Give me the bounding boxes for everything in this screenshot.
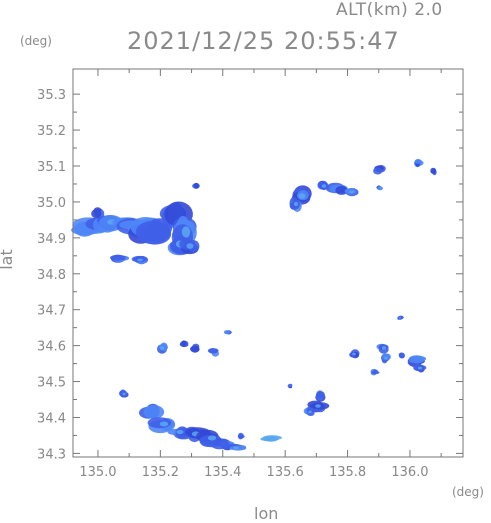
- radar-echo-core: [349, 190, 355, 194]
- x-tick-label: 135.2: [142, 465, 179, 480]
- plot-frame: [72, 68, 464, 458]
- radar-echo-blob: [210, 439, 230, 450]
- y-tick-label: 35.0: [37, 196, 66, 211]
- radar-echo-core: [159, 346, 165, 350]
- radar-echo-core: [308, 410, 312, 414]
- radar-echo-core: [417, 366, 423, 370]
- radar-echo-blob: [335, 185, 348, 195]
- radar-echo-blob: [312, 402, 330, 410]
- x-tick-label: 135.4: [204, 465, 241, 480]
- axis-ticks: 34.3 34.4 34.5 34.6 34.7 34.8 34.9 35.0 35.1 35.2…: [37, 69, 463, 480]
- y-tick-label: 35.1: [37, 160, 66, 175]
- radar-echo-layer: [71, 159, 437, 451]
- radar-echo-blob: [188, 240, 200, 253]
- radar-echo-blob: [193, 183, 199, 189]
- radar-echo-core: [137, 258, 143, 262]
- y-tick-label: 34.4: [37, 411, 66, 426]
- x-tick-label: 136.0: [391, 465, 428, 480]
- radar-echo-core: [159, 421, 169, 427]
- radar-echo-blob: [373, 369, 378, 373]
- x-tick-label: 135.8: [329, 465, 366, 480]
- y-tick-label: 34.9: [37, 232, 66, 247]
- radar-echo-blob: [91, 209, 102, 219]
- radar-echo-core: [378, 187, 382, 189]
- radar-echo-blob: [398, 315, 404, 320]
- radar-echo-blob: [408, 355, 425, 364]
- y-tick-label: 34.3: [37, 447, 66, 462]
- radar-echo-core: [384, 356, 388, 360]
- radar-echo-core: [315, 404, 321, 408]
- radar-echo-core: [289, 385, 291, 387]
- timestamp-title: 2021/12/25 20:55:47: [127, 27, 400, 55]
- altitude-label: ALT(km) 2.0: [336, 0, 443, 20]
- radar-echo-blob: [147, 417, 172, 429]
- radar-echo-blob: [181, 340, 187, 346]
- radar-echo-blob: [414, 159, 422, 164]
- radar-echo-core: [381, 346, 387, 350]
- radar-echo-core: [207, 435, 217, 441]
- radar-echo-core: [176, 429, 184, 435]
- radar-echo-blob: [110, 254, 126, 261]
- x-axis-label: lon: [254, 504, 279, 523]
- y-tick-label: 34.8: [37, 268, 66, 283]
- radar-echo-core: [398, 317, 402, 319]
- radar-echo-blob: [399, 354, 405, 359]
- radar-echo-core: [186, 243, 194, 249]
- radar-echo-core: [298, 193, 306, 199]
- radar-echo-blob: [262, 436, 276, 442]
- radar-echo-blob: [207, 348, 219, 354]
- y-axis-unit: (deg): [20, 34, 52, 48]
- radar-echo-core: [352, 352, 356, 356]
- y-tick-label: 34.7: [37, 304, 66, 319]
- x-tick-label: 135.0: [79, 465, 116, 480]
- radar-echo-core: [181, 226, 191, 238]
- y-tick-label: 34.6: [37, 340, 66, 355]
- radar-echo-blob: [238, 433, 243, 440]
- y-tick-label: 35.3: [37, 88, 66, 103]
- x-tick-label: 135.6: [267, 465, 304, 480]
- radar-echo-blob: [143, 405, 165, 419]
- y-tick-label: 34.5: [37, 376, 66, 391]
- radar-echo-blob: [223, 330, 231, 335]
- y-tick-label: 35.2: [37, 124, 66, 139]
- radar-echo-core: [233, 446, 239, 450]
- radar-echo-core: [122, 392, 126, 396]
- radar-echo-blob: [373, 167, 383, 175]
- radar-echo-blob: [317, 391, 325, 398]
- radar-echo-blob: [190, 345, 200, 353]
- x-axis-unit: (deg): [452, 485, 484, 499]
- radar-echo-core: [293, 201, 299, 207]
- radar-echo-blob: [430, 167, 436, 174]
- radar-echo-core: [321, 184, 327, 188]
